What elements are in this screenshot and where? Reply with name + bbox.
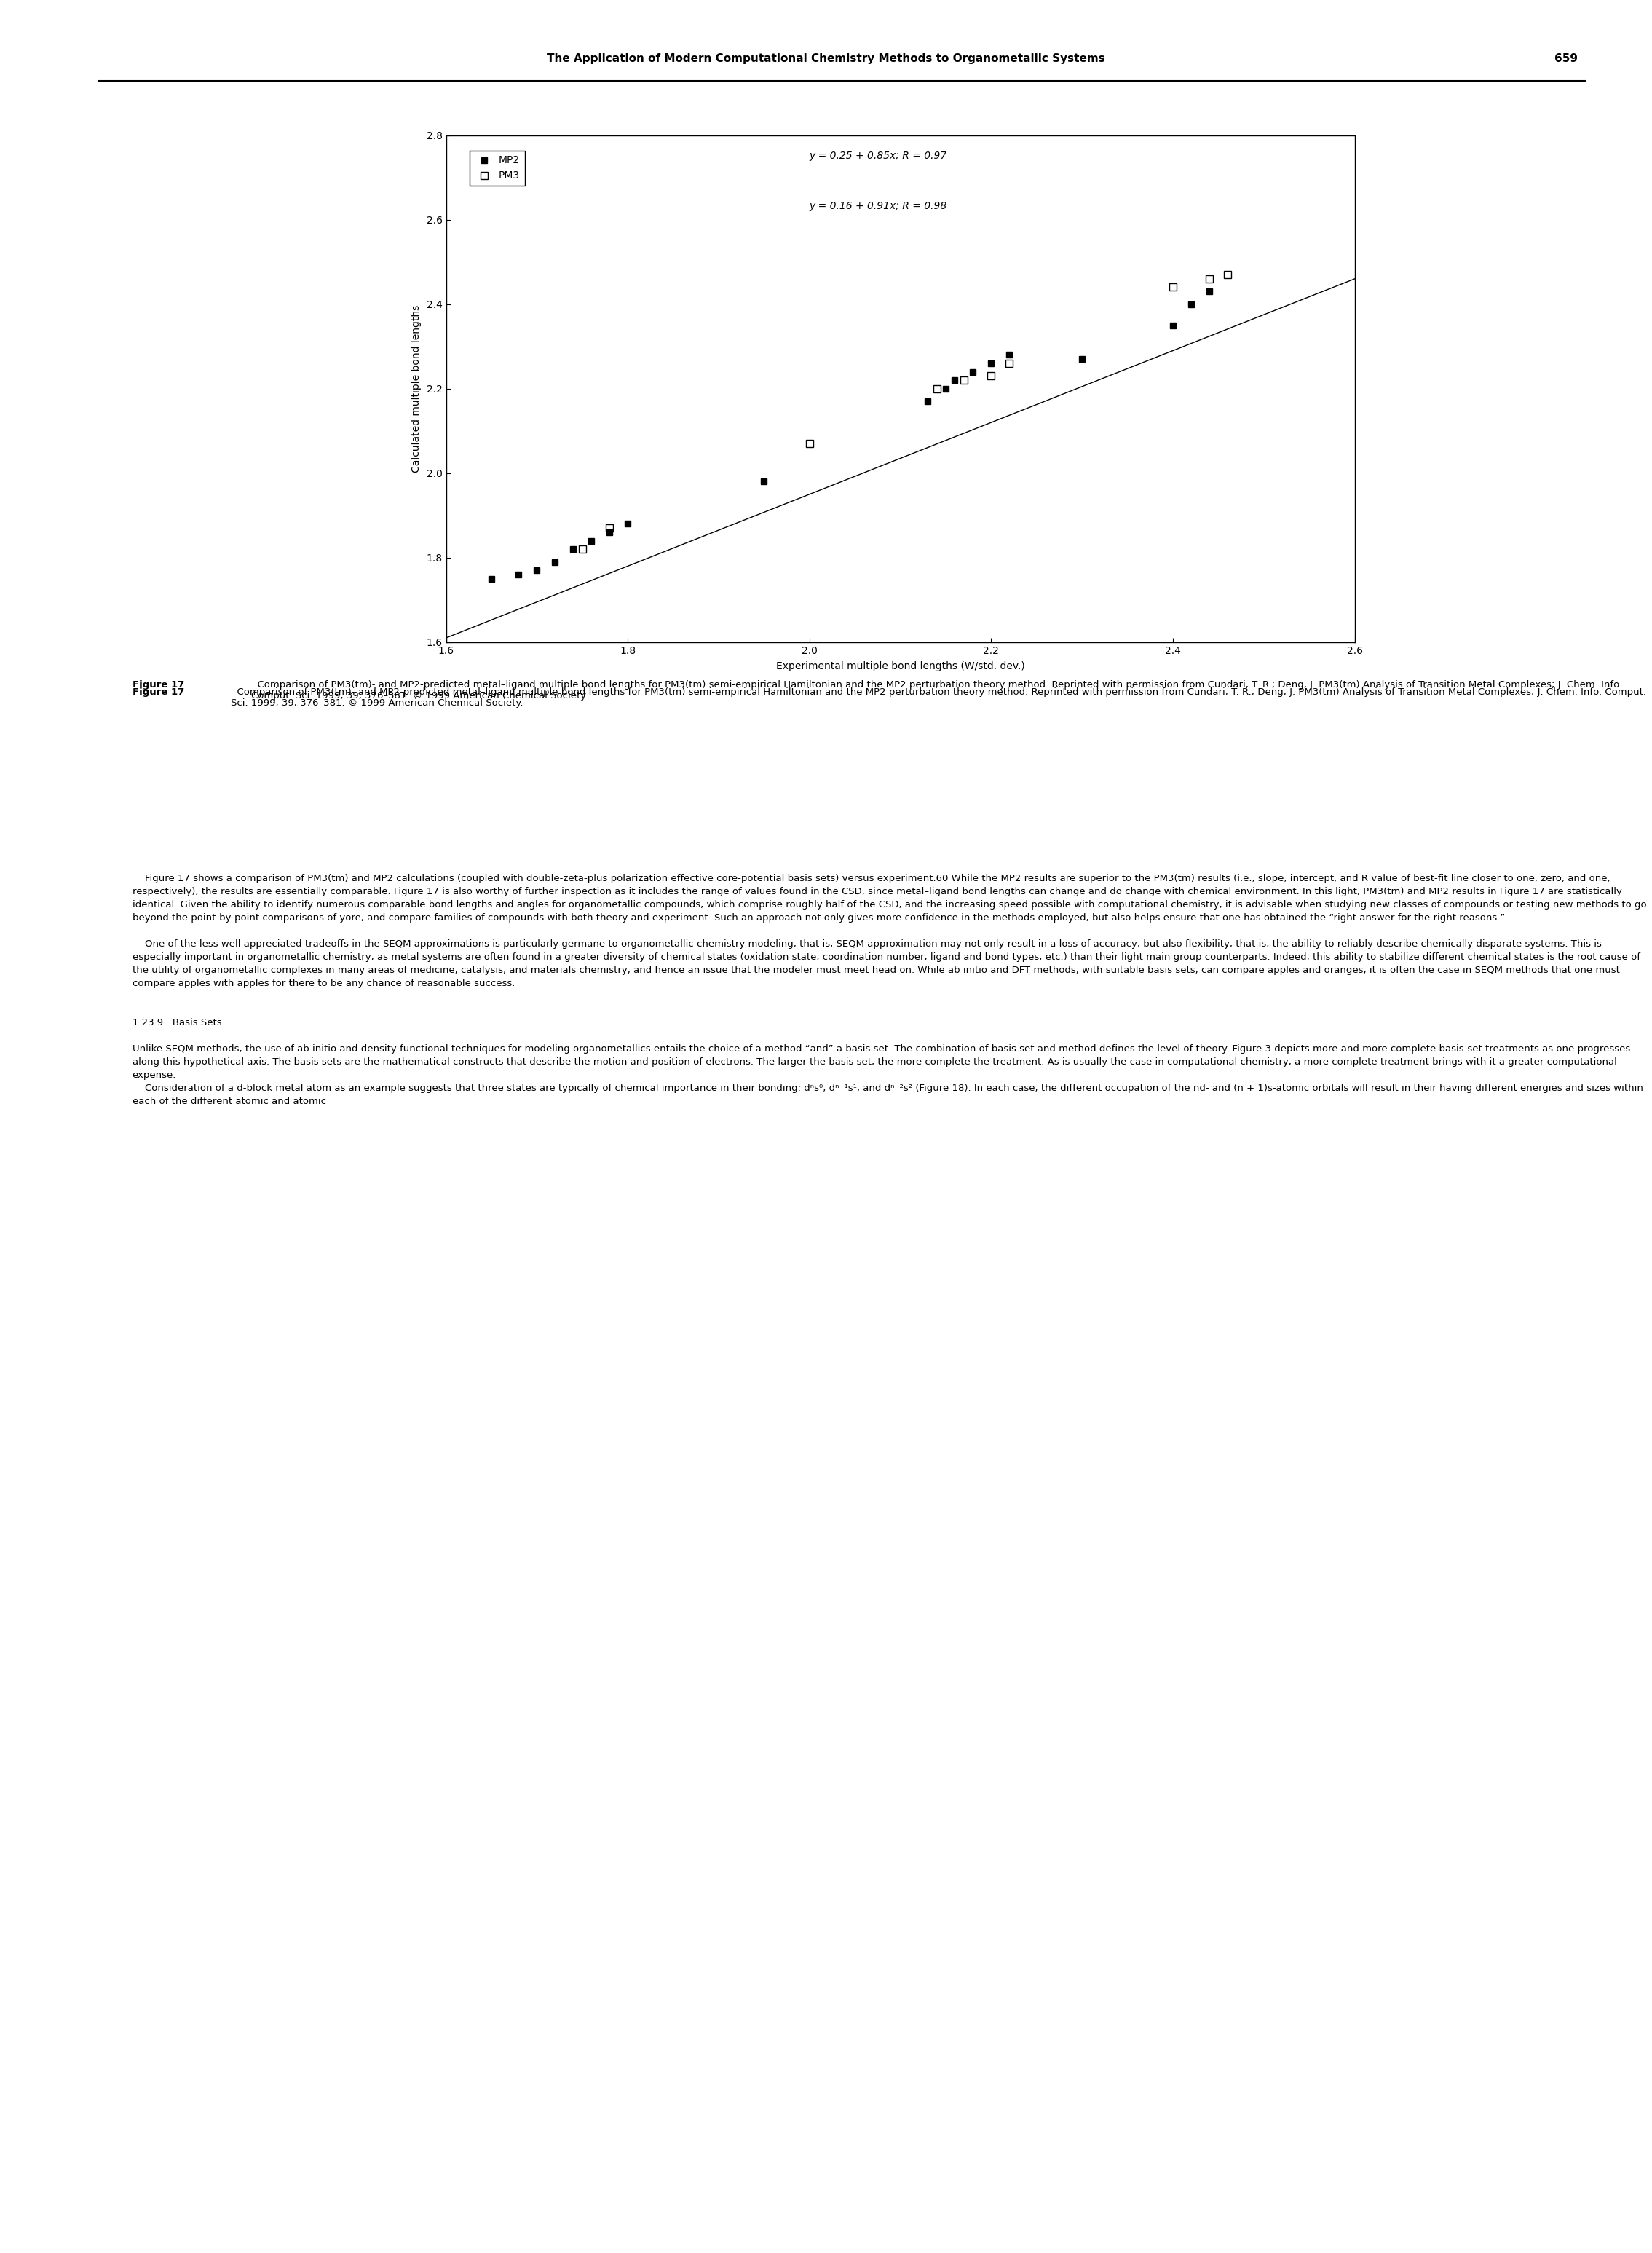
- Text: Figure 17 shows a comparison of PM3(tm) and MP2 calculations (coupled with doubl: Figure 17 shows a comparison of PM3(tm) …: [132, 874, 1647, 1106]
- Text: Comparison of PM3(tm)- and MP2-predicted metal–ligand multiple bond lengths for : Comparison of PM3(tm)- and MP2-predicted…: [231, 687, 1647, 707]
- Text: The Application of Modern Computational Chemistry Methods to Organometallic Syst: The Application of Modern Computational …: [547, 54, 1105, 63]
- Text: y = 0.25 + 0.85x; R = 0.97: y = 0.25 + 0.85x; R = 0.97: [809, 151, 947, 160]
- Text: 659: 659: [1555, 54, 1578, 63]
- Text: Figure 17: Figure 17: [132, 680, 183, 689]
- Text: y = 0.16 + 0.91x; R = 0.98: y = 0.16 + 0.91x; R = 0.98: [809, 201, 947, 212]
- Y-axis label: Calculated multiple bond lengths: Calculated multiple bond lengths: [411, 304, 421, 473]
- Legend: MP2, PM3: MP2, PM3: [469, 151, 525, 187]
- Text: Figure 17: Figure 17: [132, 687, 183, 696]
- Text: Comparison of PM3(tm)- and MP2-predicted metal–ligand multiple bond lengths for : Comparison of PM3(tm)- and MP2-predicted…: [251, 680, 1622, 701]
- X-axis label: Experimental multiple bond lengths (W/std. dev.): Experimental multiple bond lengths (W/st…: [776, 660, 1024, 671]
